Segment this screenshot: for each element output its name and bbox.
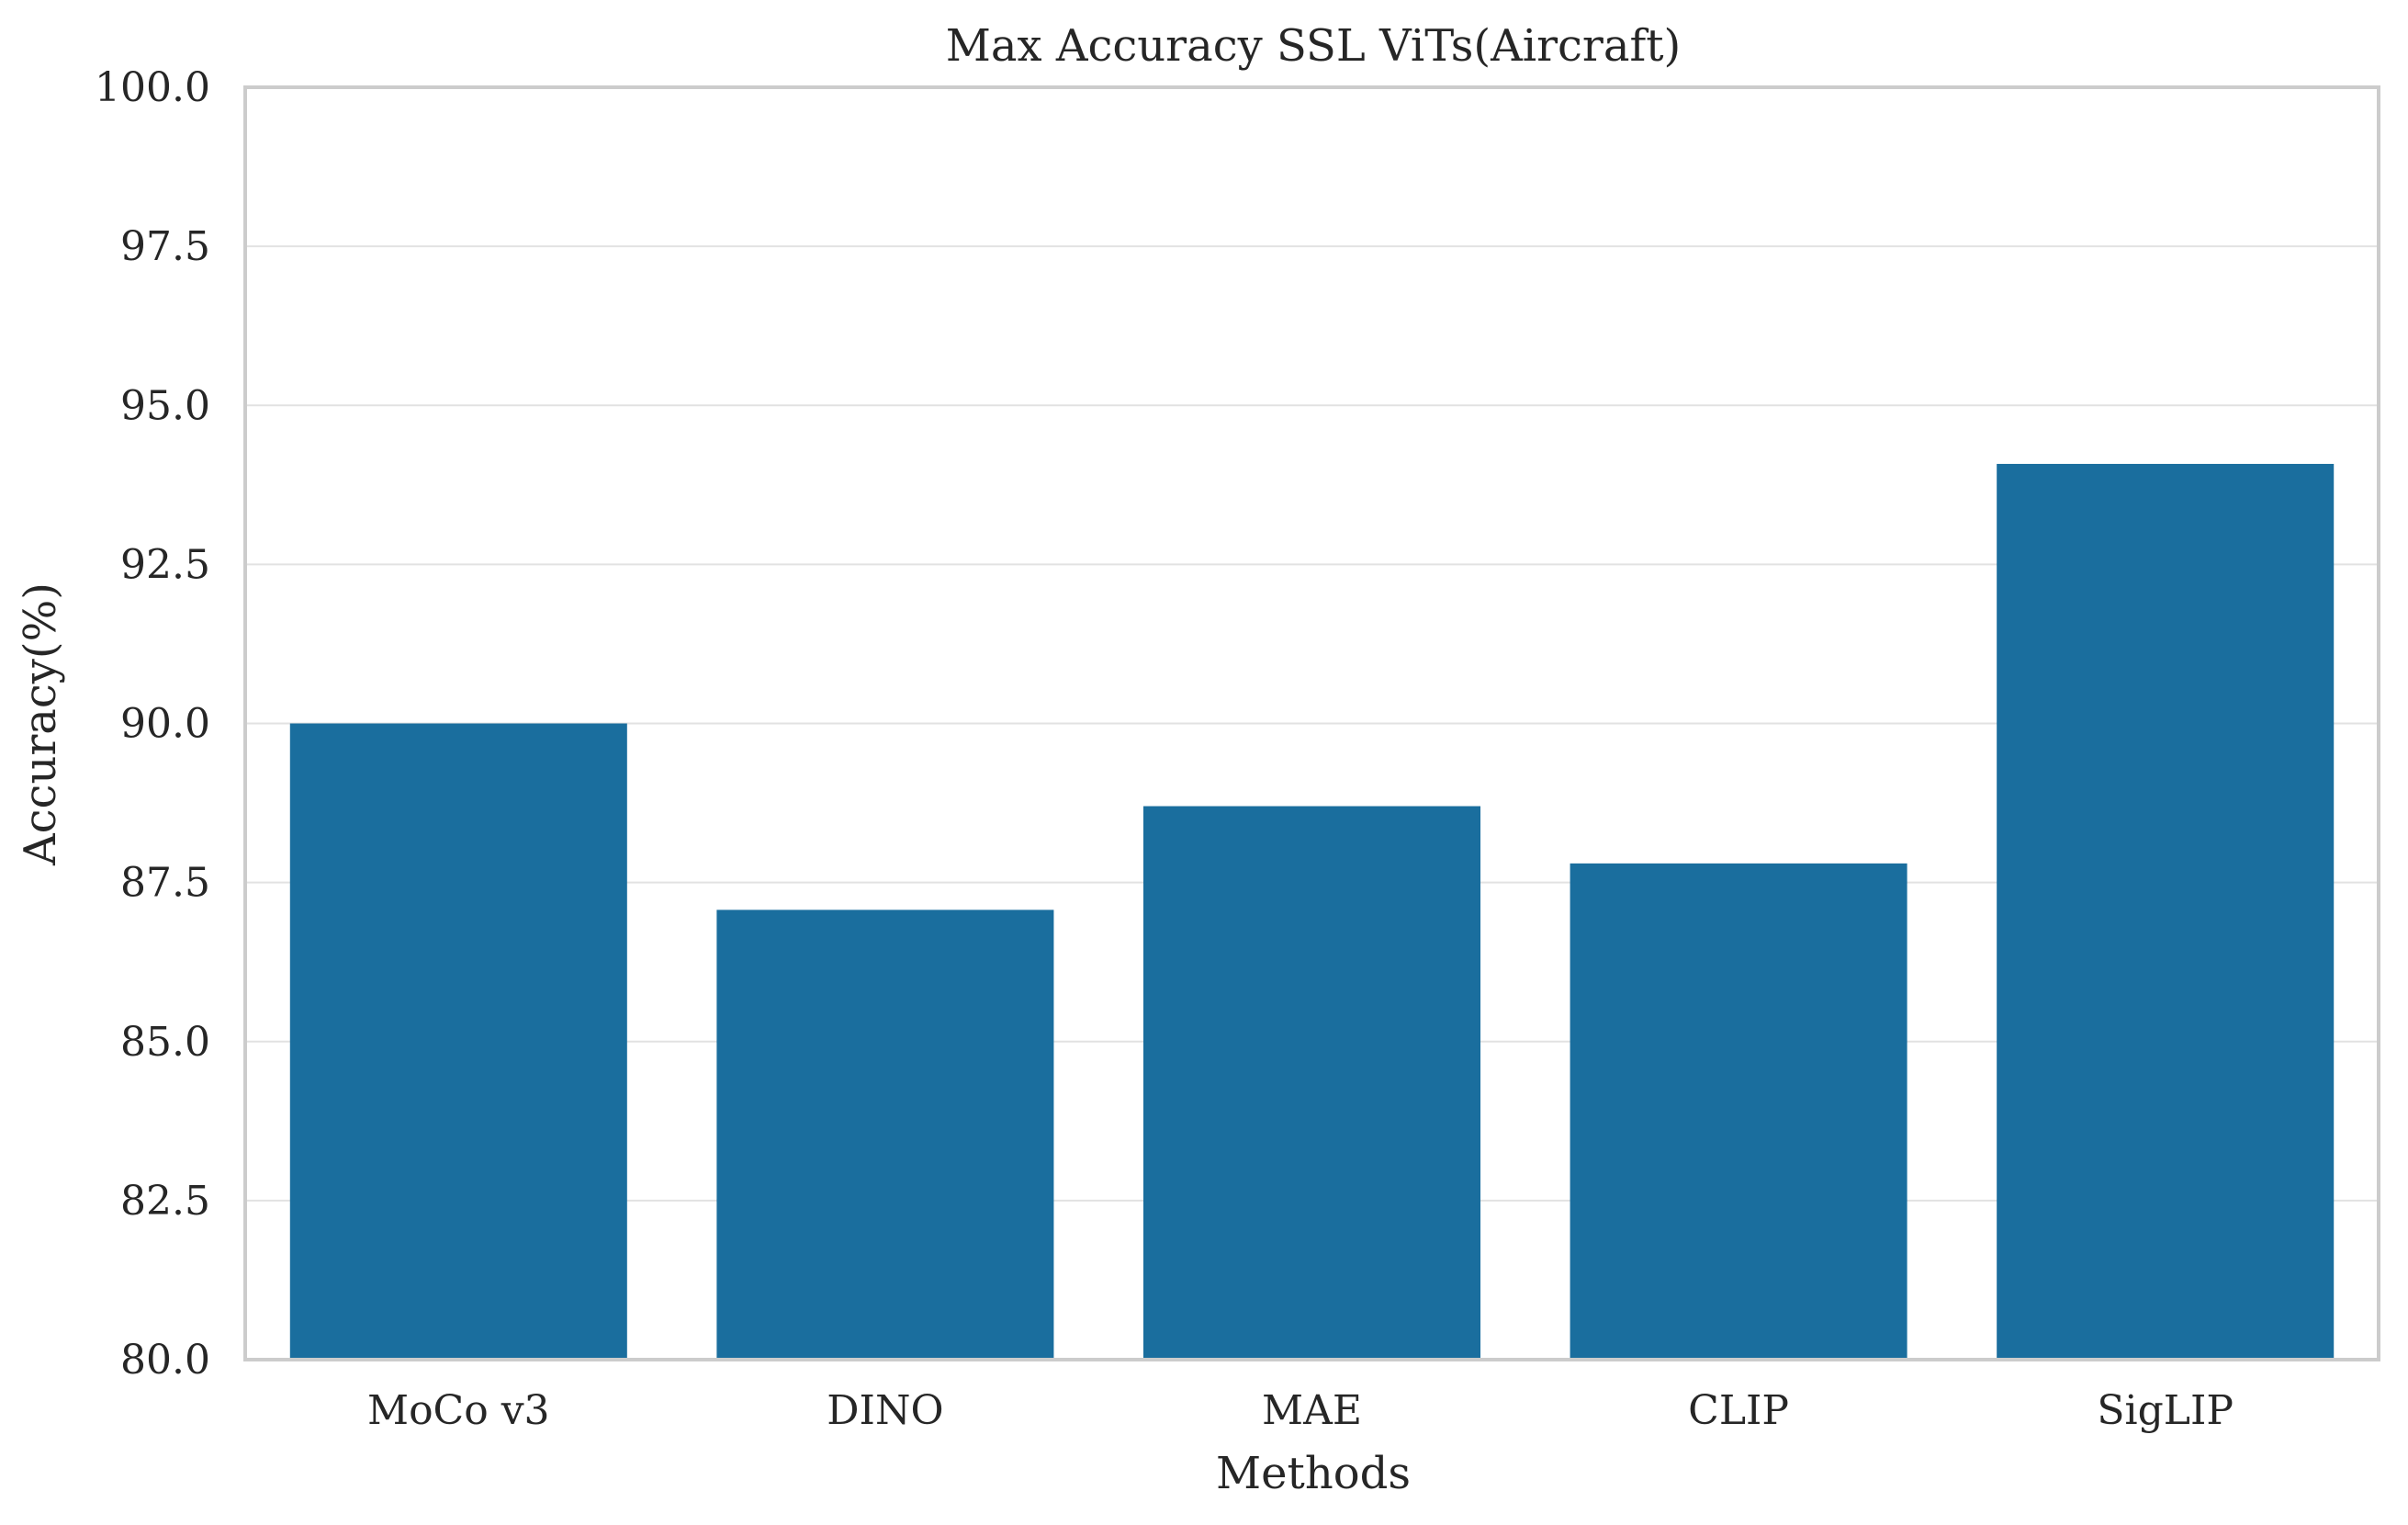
x-tick-label: DINO <box>827 1387 943 1434</box>
y-tick-label: 80.0 <box>120 1337 210 1384</box>
bar <box>1142 806 1481 1360</box>
y-tick-label: 87.5 <box>120 860 210 907</box>
y-tick-label: 90.0 <box>120 701 210 748</box>
x-tick-label: SigLIP <box>2097 1387 2234 1434</box>
y-tick-labels: 80.0 82.5 85.0 87.5 90.0 92.5 95.0 97.5 100.0 <box>95 64 210 1384</box>
y-tick-label: 97.5 <box>120 223 210 270</box>
y-tick-label: 85.0 <box>120 1019 210 1066</box>
bar <box>289 723 627 1360</box>
plot-frame <box>243 85 2380 1361</box>
x-axis-label: Methods <box>1216 1448 1411 1499</box>
y-tick-label: 100.0 <box>95 64 210 111</box>
y-axis-label: Accuracy(%) <box>15 582 66 866</box>
y-tick-label: 92.5 <box>120 541 210 588</box>
bar <box>1997 463 2335 1361</box>
x-tick-label: MoCo v3 <box>367 1387 550 1434</box>
chart-title: Max Accuracy SSL ViTs(Aircraft) <box>946 20 1682 72</box>
x-tick-label: MAE <box>1262 1387 1362 1434</box>
x-tick-labels: MoCo v3 DINO MAE CLIP SigLIP <box>367 1387 2234 1434</box>
bar <box>716 909 1054 1360</box>
bars <box>289 463 2335 1361</box>
bar <box>1570 863 1907 1360</box>
x-tick-label: CLIP <box>1688 1387 1789 1434</box>
y-tick-label: 82.5 <box>120 1178 210 1225</box>
y-tick-label: 95.0 <box>120 382 210 429</box>
